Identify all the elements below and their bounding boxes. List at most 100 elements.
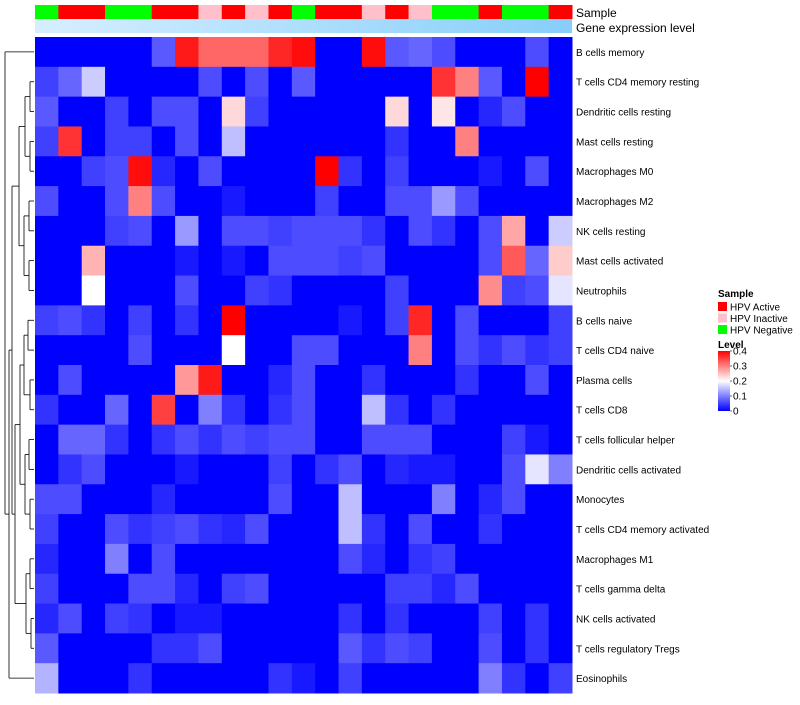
heatmap-cell [268, 394, 293, 426]
heatmap-cell [548, 424, 573, 455]
heatmap-cell [198, 454, 223, 485]
heatmap-cell [151, 454, 176, 485]
heatmap-cell [525, 96, 550, 127]
heatmap-cell [525, 454, 550, 485]
heatmap-cell [385, 543, 410, 575]
heatmap-cell [478, 96, 503, 127]
heatmap-cell [478, 245, 503, 277]
sample-annotation-cell [315, 5, 340, 19]
heatmap-cell [291, 365, 316, 396]
heatmap-cell [175, 37, 199, 68]
heatmap-cell [175, 663, 199, 694]
heatmap-cell [455, 394, 480, 426]
heatmap-cell [408, 37, 433, 68]
heatmap-cell [268, 484, 293, 515]
heatmap-cell [151, 633, 176, 664]
heatmap-cell [525, 245, 550, 277]
heatmap-cell [221, 37, 246, 68]
heatmap-cell [548, 573, 573, 605]
legend-level-colorbar [718, 351, 730, 411]
heatmap-cell [35, 37, 59, 68]
heatmap-cell [58, 573, 83, 605]
sample-annotation-cell [431, 5, 456, 19]
heatmap-cell [291, 37, 316, 68]
heatmap-cell [245, 245, 269, 277]
sample-annotation-cell [478, 5, 503, 19]
legend-level-ticks: 0.4 0.3 0.2 0.1 0 [730, 347, 747, 418]
heatmap-cell [548, 543, 573, 575]
heatmap-cell [245, 156, 269, 187]
sample-annotation-cell [58, 5, 83, 19]
heatmap-cell [58, 156, 83, 187]
heatmap-cell [175, 454, 199, 485]
heatmap-cell [478, 573, 503, 605]
heatmap-cell [175, 633, 199, 664]
heatmap-cell [245, 275, 269, 306]
legend-level-tick-label: 0.4 [733, 347, 747, 358]
heatmap-cell [128, 335, 153, 366]
row-label: T cells regulatory Tregs [576, 644, 680, 655]
heatmap-cell [151, 573, 176, 605]
heatmap-cell [35, 365, 59, 396]
heatmap-cell [431, 365, 456, 396]
heatmap-cell [478, 215, 503, 247]
heatmap-cell [385, 454, 410, 485]
heatmap-cell [501, 305, 526, 336]
heatmap-cell [291, 633, 316, 664]
heatmap-cell [455, 365, 480, 396]
heatmap-cell [338, 424, 363, 455]
heatmap-cell [338, 573, 363, 605]
heatmap-cell [221, 275, 246, 306]
heatmap-cell [361, 186, 386, 217]
heatmap-cell [81, 603, 106, 634]
legend-sample-title: Sample [718, 289, 754, 300]
heatmap-cell [338, 245, 363, 277]
row-label: Neutrophils [576, 286, 627, 297]
heatmap-cell [268, 186, 293, 217]
heatmap-cell [455, 305, 480, 336]
heatmap-cell [105, 514, 129, 545]
heatmap-cell [385, 633, 410, 664]
heatmap-cell [221, 663, 246, 694]
heatmap-cell [291, 275, 316, 306]
heatmap-cell [338, 514, 363, 545]
heatmap-cell [175, 126, 199, 157]
heatmap-cell [315, 245, 340, 277]
heatmap-cell [58, 454, 83, 485]
heatmap-cell [58, 96, 83, 127]
sample-annotation-cell [128, 5, 153, 19]
heatmap-cell [105, 454, 129, 485]
row-label: B cells memory [576, 48, 644, 59]
heatmap-cell [525, 543, 550, 575]
heatmap-cell [221, 156, 246, 187]
heatmap-cell [315, 66, 340, 98]
heatmap-cell [548, 156, 573, 187]
heatmap-cell [221, 215, 246, 247]
heatmap-cell [385, 394, 410, 426]
heatmap-cell [81, 633, 106, 664]
heatmap-cell [548, 365, 573, 396]
heatmap-cell [58, 514, 83, 545]
heatmap-cell [478, 484, 503, 515]
heatmap-cell [58, 633, 83, 664]
heatmap-cell [81, 156, 106, 187]
heatmap-cell [151, 126, 176, 157]
heatmap-cell [105, 305, 129, 336]
heatmap-cell [408, 633, 433, 664]
heatmap-cell [315, 335, 340, 366]
heatmap-cell [478, 603, 503, 634]
heatmap-cell [548, 663, 573, 694]
heatmap-cell [525, 663, 550, 694]
heatmap-cell [385, 96, 410, 127]
heatmap-cell [408, 514, 433, 545]
heatmap-cell [105, 394, 129, 426]
heatmap-cell [151, 245, 176, 277]
heatmap-cell [35, 126, 59, 157]
heatmap-cell [548, 186, 573, 217]
heatmap-cell [385, 514, 410, 545]
heatmap-cell [315, 573, 340, 605]
heatmap-cell [385, 215, 410, 247]
row-label: NK cells resting [576, 227, 645, 238]
legend-sample-swatch [718, 313, 727, 323]
